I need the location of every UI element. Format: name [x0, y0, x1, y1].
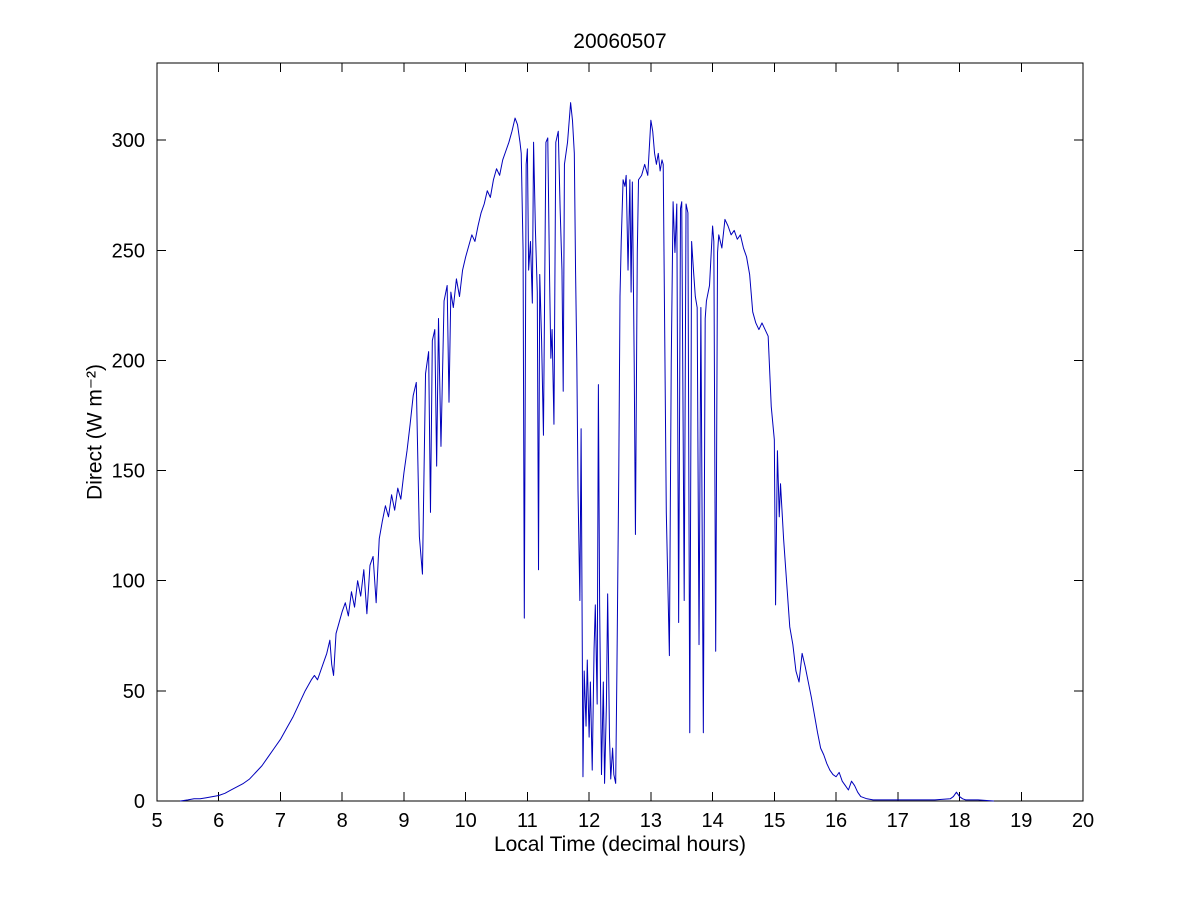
y-tick-label: 300 — [112, 130, 145, 152]
x-tick-label: 20 — [1072, 810, 1094, 832]
x-tick-label: 15 — [763, 810, 785, 832]
chart-title: 20060507 — [573, 30, 667, 53]
x-tick-label: 17 — [887, 810, 909, 832]
axes-box — [156, 62, 1084, 802]
x-tick-label: 19 — [1010, 810, 1032, 832]
x-tick-label: 6 — [213, 810, 224, 832]
x-axis-label: Local Time (decimal hours) — [493, 833, 747, 856]
y-tick-label: 100 — [112, 571, 145, 593]
x-tick-label: 11 — [517, 810, 538, 832]
x-tick-label: 13 — [640, 810, 662, 832]
y-tick-label: 50 — [123, 681, 145, 703]
x-tick-label: 16 — [825, 810, 847, 832]
data-line-direct-irradiance — [179, 102, 994, 802]
y-tick-label: 250 — [112, 240, 145, 262]
x-tick-label: 8 — [337, 810, 348, 832]
y-axis-label: Direct (W m⁻²) — [83, 364, 107, 500]
x-tick-label: 5 — [151, 810, 162, 832]
x-tick-label: 18 — [948, 810, 970, 832]
x-tick-label: 9 — [398, 810, 409, 832]
x-tick-label: 12 — [578, 810, 600, 832]
y-tick-label: 150 — [112, 461, 145, 483]
y-tick-label: 200 — [112, 350, 145, 372]
x-tick-label: 14 — [701, 810, 723, 832]
x-tick-label: 10 — [455, 810, 477, 832]
y-tick-label: 0 — [134, 791, 145, 813]
x-tick-label: 7 — [275, 810, 286, 832]
